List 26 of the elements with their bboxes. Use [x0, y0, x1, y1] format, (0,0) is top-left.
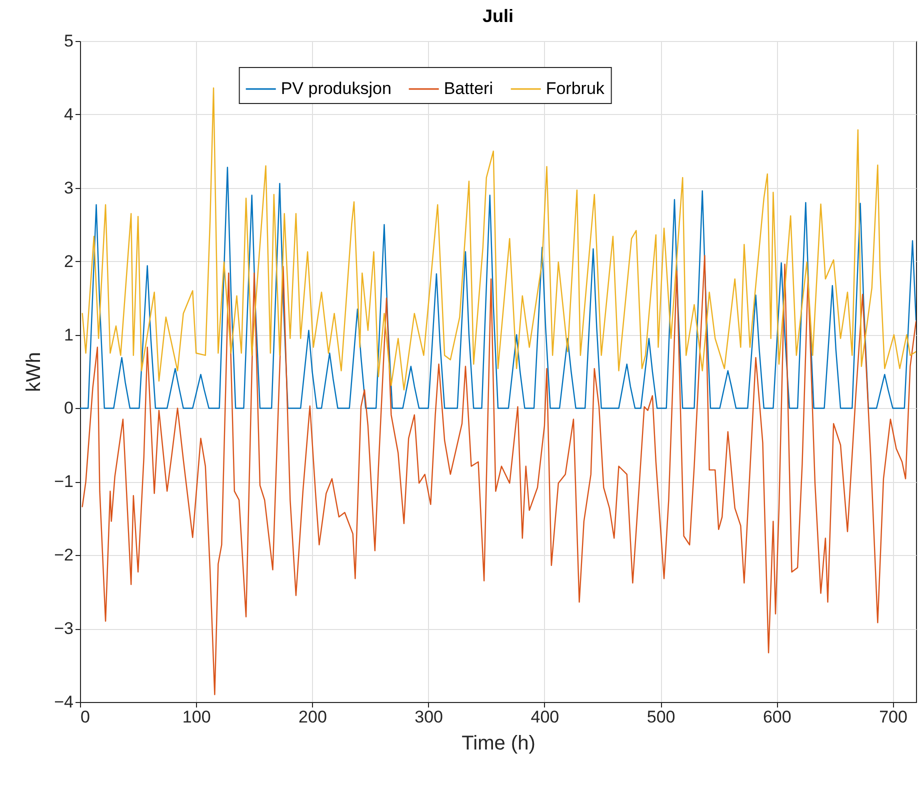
x-tick-label: 400 [530, 708, 560, 726]
y-tick-label: 0 [64, 398, 74, 418]
y-tick-label: 5 [64, 32, 74, 50]
x-tick-label: 0 [80, 708, 90, 726]
x-tick-label: 200 [298, 708, 327, 726]
x-tick-label: 600 [762, 708, 792, 726]
x-tick-label: 300 [414, 708, 444, 726]
chart-title: Juli [482, 6, 514, 26]
y-axis-title: kWh [23, 352, 46, 392]
y-tick-label: 3 [64, 178, 74, 198]
line-series [80, 166, 916, 409]
x-tick-label: 500 [646, 708, 676, 726]
x-axis-title: Time (h) [462, 732, 536, 754]
y-tick-label: −4 [54, 692, 74, 712]
y-tick-label: 2 [64, 252, 74, 271]
y-tick-label: 4 [64, 104, 74, 124]
y-tick-label: −1 [54, 472, 74, 492]
y-tick-label: −3 [54, 619, 74, 638]
legend-label: Forbruk [546, 79, 605, 98]
legend-label: PV produksjon [280, 79, 392, 98]
x-tick-label: 100 [182, 708, 211, 726]
line-series [82, 254, 916, 696]
legend-label: Batteri [444, 79, 493, 98]
y-tick-label: −2 [54, 546, 74, 565]
x-tick-label: 700 [879, 708, 908, 726]
y-tick-label: 1 [64, 325, 74, 344]
